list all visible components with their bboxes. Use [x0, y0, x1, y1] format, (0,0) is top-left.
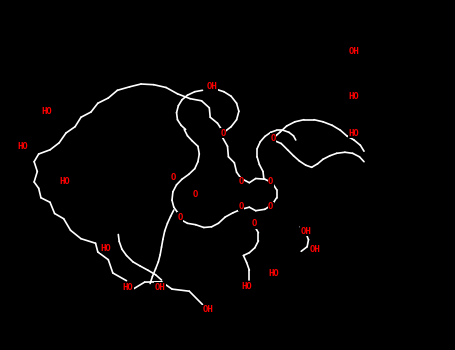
Text: HO: HO: [268, 268, 279, 278]
Text: HO: HO: [349, 128, 359, 138]
Text: HO: HO: [123, 282, 134, 292]
Text: OH: OH: [309, 245, 320, 254]
Text: O: O: [220, 128, 226, 138]
Text: HO: HO: [100, 244, 111, 253]
Text: O: O: [177, 212, 183, 222]
Text: HO: HO: [41, 107, 52, 116]
Text: OH: OH: [207, 82, 218, 91]
Text: O: O: [252, 219, 258, 229]
Text: OH: OH: [349, 47, 360, 56]
Text: OH: OH: [155, 282, 166, 292]
Text: O: O: [268, 177, 273, 187]
Text: OH: OH: [300, 226, 311, 236]
Text: O: O: [270, 134, 276, 143]
Text: O: O: [193, 190, 198, 199]
Text: OH: OH: [202, 305, 213, 314]
Text: O: O: [170, 173, 176, 182]
Text: HO: HO: [60, 177, 71, 187]
Text: HO: HO: [349, 92, 359, 101]
Text: HO: HO: [17, 142, 28, 152]
Text: HO: HO: [241, 282, 252, 291]
Text: O: O: [238, 202, 244, 211]
Text: O: O: [268, 202, 273, 211]
Text: O: O: [238, 177, 244, 187]
